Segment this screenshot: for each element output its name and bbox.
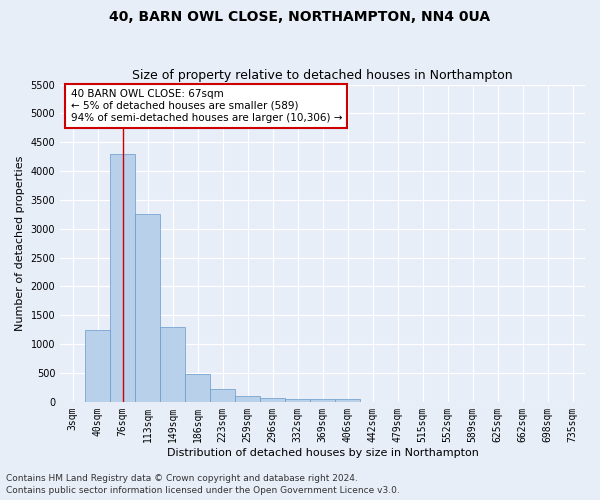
Bar xyxy=(210,389,235,402)
Bar xyxy=(185,374,210,402)
Bar xyxy=(310,399,335,402)
Bar xyxy=(285,398,310,402)
Bar xyxy=(235,396,260,402)
Text: 40 BARN OWL CLOSE: 67sqm
← 5% of detached houses are smaller (589)
94% of semi-d: 40 BARN OWL CLOSE: 67sqm ← 5% of detache… xyxy=(71,90,342,122)
X-axis label: Distribution of detached houses by size in Northampton: Distribution of detached houses by size … xyxy=(167,448,479,458)
Bar xyxy=(85,330,110,402)
Bar xyxy=(335,399,360,402)
Y-axis label: Number of detached properties: Number of detached properties xyxy=(15,156,25,331)
Bar xyxy=(135,214,160,402)
Title: Size of property relative to detached houses in Northampton: Size of property relative to detached ho… xyxy=(132,69,513,82)
Bar xyxy=(110,154,135,402)
Text: 40, BARN OWL CLOSE, NORTHAMPTON, NN4 0UA: 40, BARN OWL CLOSE, NORTHAMPTON, NN4 0UA xyxy=(109,10,491,24)
Text: Contains HM Land Registry data © Crown copyright and database right 2024.
Contai: Contains HM Land Registry data © Crown c… xyxy=(6,474,400,495)
Bar xyxy=(160,327,185,402)
Bar xyxy=(260,398,285,402)
